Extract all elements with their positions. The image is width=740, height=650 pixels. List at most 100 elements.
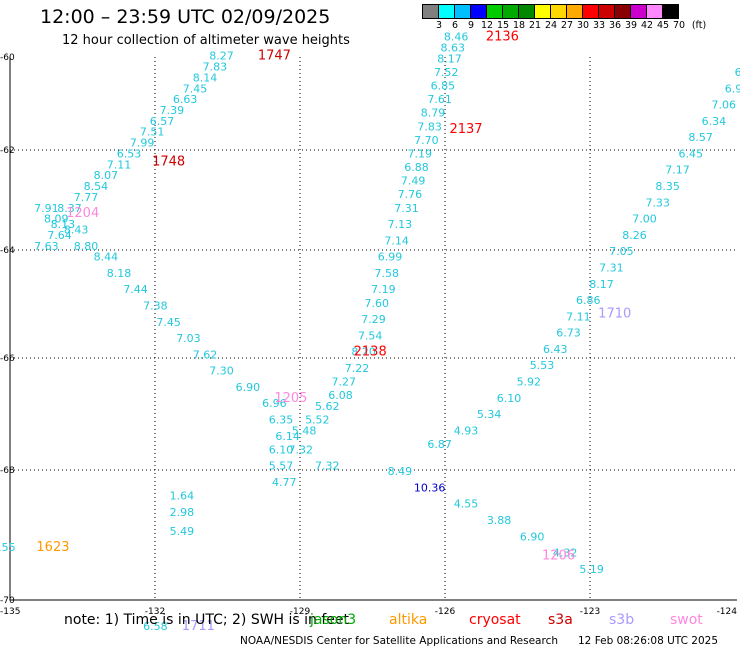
wave-height-value: 8.44 bbox=[94, 251, 119, 264]
pass-number-label: 1206 bbox=[542, 548, 575, 563]
sat-label-cryosat: cryosat bbox=[469, 612, 521, 628]
wave-height-value: 3.88 bbox=[487, 514, 512, 527]
pass-number-label: 1623 bbox=[36, 540, 69, 555]
wave-height-value: 8.49 bbox=[388, 465, 413, 478]
wave-height-value: 8.46 bbox=[444, 31, 469, 44]
chart-title: 12:00 – 23:59 UTC 02/09/2025 bbox=[40, 6, 331, 28]
wave-height-value: 8.43 bbox=[64, 223, 89, 236]
wave-height-value: 6.99 bbox=[378, 251, 403, 264]
wave-height-value: 6.87 bbox=[427, 438, 452, 451]
wave-height-value: 7.38 bbox=[143, 299, 168, 312]
wave-height-value: 8.35 bbox=[655, 180, 680, 193]
wave-height-value: 7.83 bbox=[417, 120, 442, 133]
wave-height-value: 1.64 bbox=[170, 490, 195, 503]
wave-height-value: 6.15 bbox=[735, 66, 740, 79]
wave-height-value: 8.17 bbox=[589, 278, 614, 291]
y-tick-label: -64 bbox=[0, 246, 15, 256]
y-tick-label: -68 bbox=[0, 466, 15, 476]
colorbar-tick-label: 45 bbox=[656, 20, 670, 31]
wave-height-value: 4.55 bbox=[454, 498, 479, 511]
wave-height-value: 6.45 bbox=[678, 147, 703, 160]
wave-height-value: 8.20 bbox=[351, 346, 376, 359]
wave-height-value: 8.18 bbox=[107, 267, 132, 280]
pass-number-label: 1747 bbox=[258, 49, 291, 64]
pass-number-label: 2136 bbox=[486, 30, 519, 45]
wave-height-value: 2.98 bbox=[170, 506, 195, 519]
wave-height-value: 7.51 bbox=[140, 126, 165, 139]
wave-height-value: 6.63 bbox=[173, 93, 198, 106]
colorbar-unit: (ft) bbox=[691, 20, 707, 31]
wave-height-value: 8.26 bbox=[622, 229, 647, 242]
wave-height-value: 5.49 bbox=[170, 525, 195, 538]
pass-number-label: 1748 bbox=[152, 155, 185, 170]
wave-height-value: 7.32 bbox=[289, 443, 314, 456]
y-tick-label: -62 bbox=[0, 146, 15, 156]
wave-height-value: 7.99 bbox=[130, 137, 155, 150]
wave-height-value: 7.60 bbox=[365, 297, 390, 310]
sat-label-altika: altika bbox=[389, 612, 428, 628]
wave-height-value: 7.19 bbox=[408, 147, 433, 160]
wave-height-value: 7.44 bbox=[123, 283, 148, 296]
colorbar-legend: 3 6 9 12 15 18 21 24 27 30 33 36 39 42 45 70 (ft) bbox=[422, 4, 706, 33]
wave-height-value: 7.62 bbox=[193, 348, 218, 361]
wave-height-value: 5.53 bbox=[530, 359, 555, 372]
wave-height-value: 6.90 bbox=[520, 530, 545, 543]
wave-height-value: 6.53 bbox=[117, 147, 142, 160]
wave-height-value: 6.35 bbox=[269, 414, 294, 427]
wave-height-value: 7.00 bbox=[632, 213, 657, 226]
colorbar-tick-label: 18 bbox=[512, 20, 526, 31]
wave-height-value: 7.45 bbox=[156, 316, 181, 329]
wave-height-value: 6.90 bbox=[236, 381, 261, 394]
wave-height-value: 6.85 bbox=[431, 80, 456, 93]
wave-height-value: 7.77 bbox=[74, 191, 99, 204]
wave-height-value: 7.22 bbox=[345, 362, 370, 375]
wave-height-value: 7.54 bbox=[358, 329, 383, 342]
wave-height-value: 6.14 bbox=[275, 430, 300, 443]
pass-number-label: 1205 bbox=[274, 391, 307, 406]
wave-height-value: 4.32 bbox=[553, 547, 578, 560]
sat-label-swot: swot bbox=[670, 612, 703, 628]
wave-height-value: 7.70 bbox=[414, 134, 439, 147]
pass-number-label: 1711 bbox=[182, 619, 215, 634]
wave-height-value: 5.92 bbox=[517, 376, 542, 389]
wave-height-value: 5.62 bbox=[315, 400, 340, 413]
colorbar-tick-label: 6 bbox=[451, 20, 459, 31]
wave-height-value: 8.13 bbox=[51, 218, 76, 231]
wave-height-value: 10.36 bbox=[414, 481, 446, 494]
x-tick-label: -132 bbox=[145, 607, 165, 617]
wave-height-value: 7.31 bbox=[599, 261, 624, 274]
wave-height-value: 8.79 bbox=[421, 107, 446, 120]
pass-number-label: 2138 bbox=[354, 345, 387, 360]
footer-timestamp: 12 Feb 08:26:08 UTC 2025 bbox=[578, 635, 718, 647]
colorbar-tick-label: 12 bbox=[480, 20, 494, 31]
wave-height-value: 6.08 bbox=[328, 389, 353, 402]
wave-height-value: 7.52 bbox=[434, 66, 459, 79]
colorbar-tick-label: 30 bbox=[576, 20, 590, 31]
wave-height-value: 6.34 bbox=[702, 115, 727, 128]
x-tick-label: -123 bbox=[580, 607, 600, 617]
wave-height-value: 8.27 bbox=[209, 50, 234, 63]
wave-height-value: 7.05 bbox=[609, 245, 634, 258]
wave-height-value: 6.92 bbox=[725, 82, 740, 95]
wave-height-value: 7.31 bbox=[394, 202, 419, 215]
wave-height-value: 7.45 bbox=[183, 82, 208, 95]
colorbar-swatches bbox=[422, 4, 679, 19]
pass-number-label: 2137 bbox=[449, 122, 482, 137]
wave-height-value: 5.19 bbox=[579, 563, 604, 576]
colorbar-tick-label: 39 bbox=[624, 20, 638, 31]
wave-height-value: 2.55 bbox=[0, 541, 16, 554]
colorbar-tick-label: 70 bbox=[672, 20, 686, 31]
colorbar-tick-label: 21 bbox=[528, 20, 542, 31]
wave-height-value: 6.86 bbox=[576, 294, 601, 307]
pass-number-label: 1204 bbox=[66, 206, 99, 221]
wave-height-value: 6.10 bbox=[497, 392, 522, 405]
y-tick-label: -70 bbox=[0, 596, 15, 606]
colorbar-tick-label: 15 bbox=[496, 20, 510, 31]
footer-note: note: 1) Time is in UTC; 2) SWH is in fe… bbox=[64, 612, 350, 628]
colorbar-labels: 3 6 9 12 15 18 21 24 27 30 33 36 39 42 45 70 (ft) bbox=[422, 19, 706, 33]
wave-height-value: 6.96 bbox=[262, 397, 287, 410]
colorbar-tick-label: 9 bbox=[467, 20, 475, 31]
x-tick-label: -124 bbox=[717, 607, 738, 617]
wave-height-value: 5.48 bbox=[292, 424, 317, 437]
